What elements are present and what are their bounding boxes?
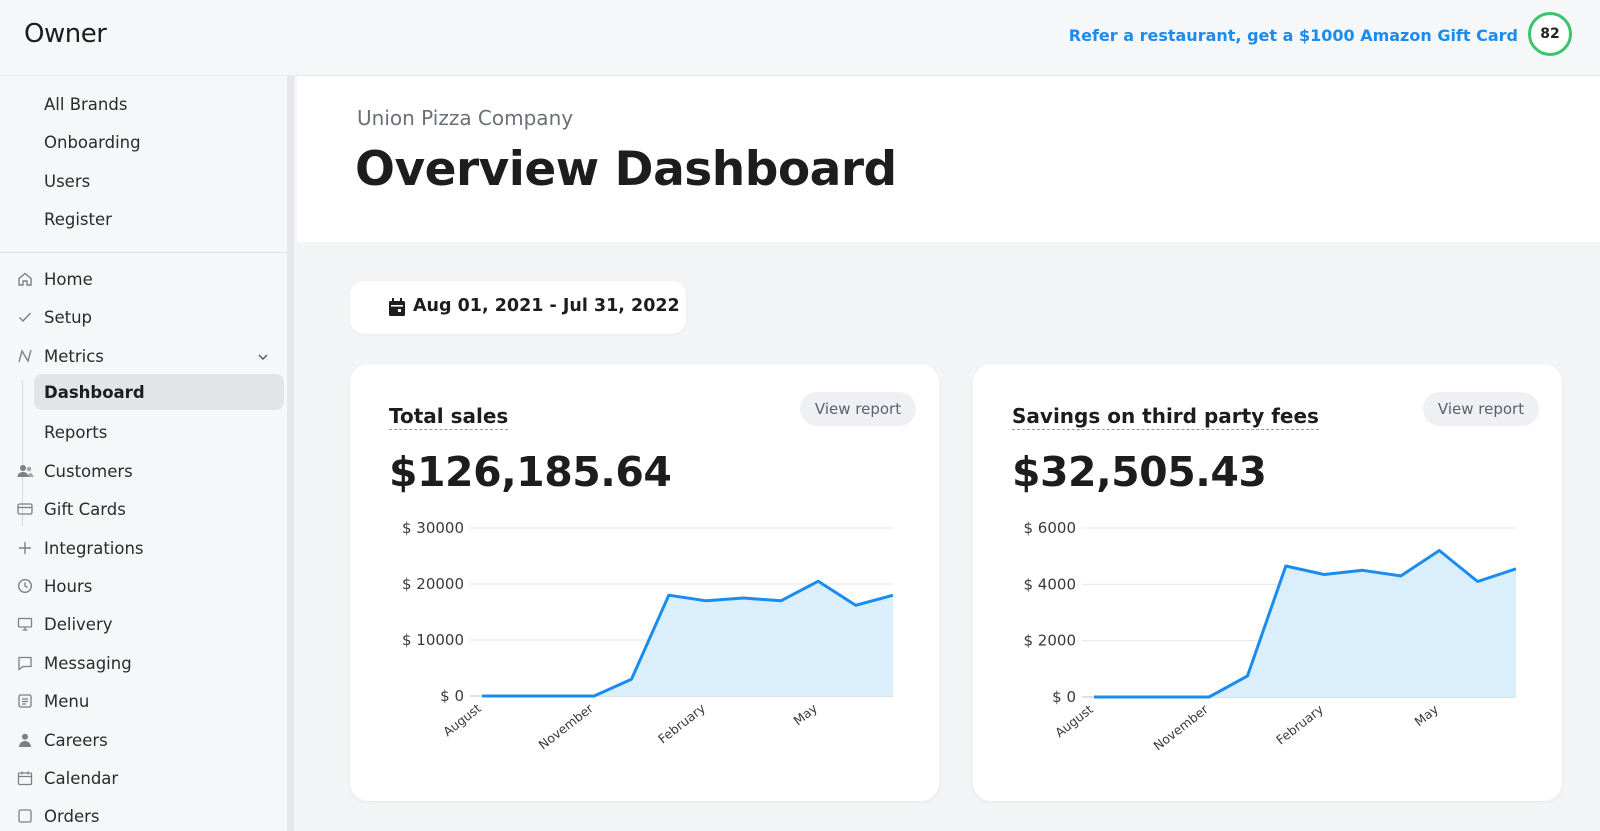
card-value: $32,505.43 bbox=[1012, 448, 1267, 496]
sidebar-item-label: Register bbox=[44, 209, 112, 229]
page-header: Union Pizza Company Overview Dashboard bbox=[297, 76, 1600, 242]
x-tick-label: February bbox=[1273, 701, 1326, 747]
sidebar-item-label: All Brands bbox=[44, 94, 128, 114]
sidebar-item-setup[interactable]: Setup bbox=[0, 299, 287, 335]
card-title[interactable]: Total sales bbox=[389, 404, 509, 430]
view-report-button[interactable]: View report bbox=[800, 392, 916, 426]
chevron-down-icon[interactable] bbox=[256, 349, 270, 363]
sidebar-item-all-brands[interactable]: All Brands bbox=[0, 86, 287, 122]
sidebar-item-delivery[interactable]: Delivery bbox=[0, 606, 287, 642]
sidebar-item-label: Calendar bbox=[44, 768, 119, 788]
y-tick-label: $ 4000 bbox=[1024, 575, 1077, 593]
sidebar-item-home[interactable]: Home bbox=[0, 261, 287, 297]
y-tick-label: $ 0 bbox=[1052, 688, 1076, 706]
calendar-icon bbox=[16, 769, 34, 787]
sidebar-item-gift-cards[interactable]: Gift Cards bbox=[0, 491, 287, 527]
view-report-button[interactable]: View report bbox=[1423, 392, 1539, 426]
sidebar-item-label: Integrations bbox=[44, 538, 144, 558]
x-tick-label: May bbox=[791, 700, 821, 728]
sidebar-item-label: Reports bbox=[44, 422, 108, 442]
card-title[interactable]: Savings on third party fees bbox=[1012, 404, 1319, 430]
score-badge[interactable]: 82 bbox=[1528, 12, 1572, 56]
sidebar-item-hours[interactable]: Hours bbox=[0, 568, 287, 604]
top-bar: Owner Refer a restaurant, get a $1000 Am… bbox=[0, 0, 1600, 76]
sidebar-item-label: Orders bbox=[44, 806, 100, 826]
sidebar-item-label: Careers bbox=[44, 730, 108, 750]
y-tick-label: $ 10000 bbox=[402, 631, 464, 649]
y-tick-label: $ 30000 bbox=[402, 519, 464, 537]
metrics-icon bbox=[16, 347, 34, 365]
sidebar-item-label: Customers bbox=[44, 461, 133, 481]
series-line bbox=[482, 579, 894, 698]
plus-icon bbox=[16, 539, 34, 557]
sidebar-item-customers[interactable]: Customers bbox=[0, 453, 287, 489]
app-logo[interactable]: Owner bbox=[24, 19, 107, 49]
y-tick-label: $ 6000 bbox=[1024, 519, 1077, 537]
x-tick-label: November bbox=[1150, 701, 1211, 753]
savings-chart: $ 0 $ 2000 $ 4000 $ 6000 August November Febru… bbox=[1024, 519, 1517, 753]
sidebar-item-messaging[interactable]: Messaging bbox=[0, 645, 287, 681]
chat-bubble-icon bbox=[16, 654, 34, 672]
y-tick-label: $ 2000 bbox=[1024, 632, 1077, 650]
sidebar-item-metrics[interactable]: Metrics bbox=[0, 338, 287, 374]
savings-card: Savings on third party fees $32,505.43 V… bbox=[973, 364, 1562, 801]
x-tick-label: May bbox=[1412, 701, 1442, 729]
sidebar-item-dashboard[interactable]: Dashboard bbox=[34, 374, 284, 410]
sidebar-item-orders[interactable]: Orders bbox=[0, 798, 287, 831]
monitor-icon bbox=[16, 615, 34, 633]
card-value: $126,185.64 bbox=[389, 448, 672, 496]
y-tick-label: $ 20000 bbox=[402, 575, 464, 593]
sidebar-divider bbox=[0, 252, 287, 253]
total-sales-chart: $ 0 $ 10000 $ 20000 $ 30000 August November Fe… bbox=[402, 519, 894, 752]
sidebar-item-label: Onboarding bbox=[44, 132, 141, 152]
y-tick-label: $ 0 bbox=[440, 687, 464, 705]
company-name: Union Pizza Company bbox=[357, 106, 574, 130]
sidebar-item-label: Messaging bbox=[44, 653, 132, 673]
checkmark-icon bbox=[16, 308, 34, 326]
credit-card-icon bbox=[16, 500, 34, 518]
page-title: Overview Dashboard bbox=[355, 142, 897, 197]
sidebar-item-menu[interactable]: Menu bbox=[0, 683, 287, 719]
sidebar-item-reports[interactable]: Reports bbox=[0, 414, 287, 450]
document-icon bbox=[16, 692, 34, 710]
submenu-tree-line bbox=[22, 380, 23, 526]
sidebar-item-label: Setup bbox=[44, 307, 93, 327]
sidebar-item-careers[interactable]: Careers bbox=[0, 722, 287, 758]
sidebar-item-calendar[interactable]: Calendar bbox=[0, 760, 287, 796]
sidebar-item-register[interactable]: Register bbox=[0, 201, 287, 237]
calendar-icon bbox=[389, 298, 405, 316]
sidebar-item-integrations[interactable]: Integrations bbox=[0, 530, 287, 566]
x-tick-label: August bbox=[440, 700, 484, 739]
x-tick-label: February bbox=[655, 700, 708, 746]
series-area bbox=[482, 581, 893, 696]
series-line bbox=[1094, 549, 1517, 699]
sidebar-item-label: Users bbox=[44, 171, 91, 191]
sidebar-item-label: Hours bbox=[44, 576, 93, 596]
orders-icon bbox=[16, 807, 34, 825]
x-tick-label: August bbox=[1052, 701, 1096, 740]
sidebar-item-label: Metrics bbox=[44, 346, 104, 366]
sidebar-item-label: Delivery bbox=[44, 614, 113, 634]
date-range-label: Aug 01, 2021 - Jul 31, 2022 bbox=[413, 296, 680, 316]
sidebar: All Brands Onboarding Users Register Hom… bbox=[0, 76, 294, 831]
sidebar-item-onboarding[interactable]: Onboarding bbox=[0, 124, 287, 160]
sidebar-item-label: Gift Cards bbox=[44, 499, 126, 519]
sidebar-item-label: Home bbox=[44, 269, 93, 289]
sidebar-item-label: Dashboard bbox=[44, 382, 145, 402]
series-area bbox=[1094, 550, 1516, 697]
sidebar-item-label: Menu bbox=[44, 691, 90, 711]
total-sales-card: Total sales $126,185.64 View report $ 0 $… bbox=[350, 364, 939, 801]
home-icon bbox=[16, 270, 34, 288]
person-icon bbox=[16, 731, 34, 749]
users-icon bbox=[16, 462, 34, 480]
date-range-picker[interactable]: Aug 01, 2021 - Jul 31, 2022 bbox=[350, 281, 686, 334]
sidebar-item-users[interactable]: Users bbox=[0, 163, 287, 199]
x-tick-label: November bbox=[535, 700, 596, 752]
clock-icon bbox=[16, 577, 34, 595]
referral-link[interactable]: Refer a restaurant, get a $1000 Amazon G… bbox=[1068, 26, 1518, 45]
